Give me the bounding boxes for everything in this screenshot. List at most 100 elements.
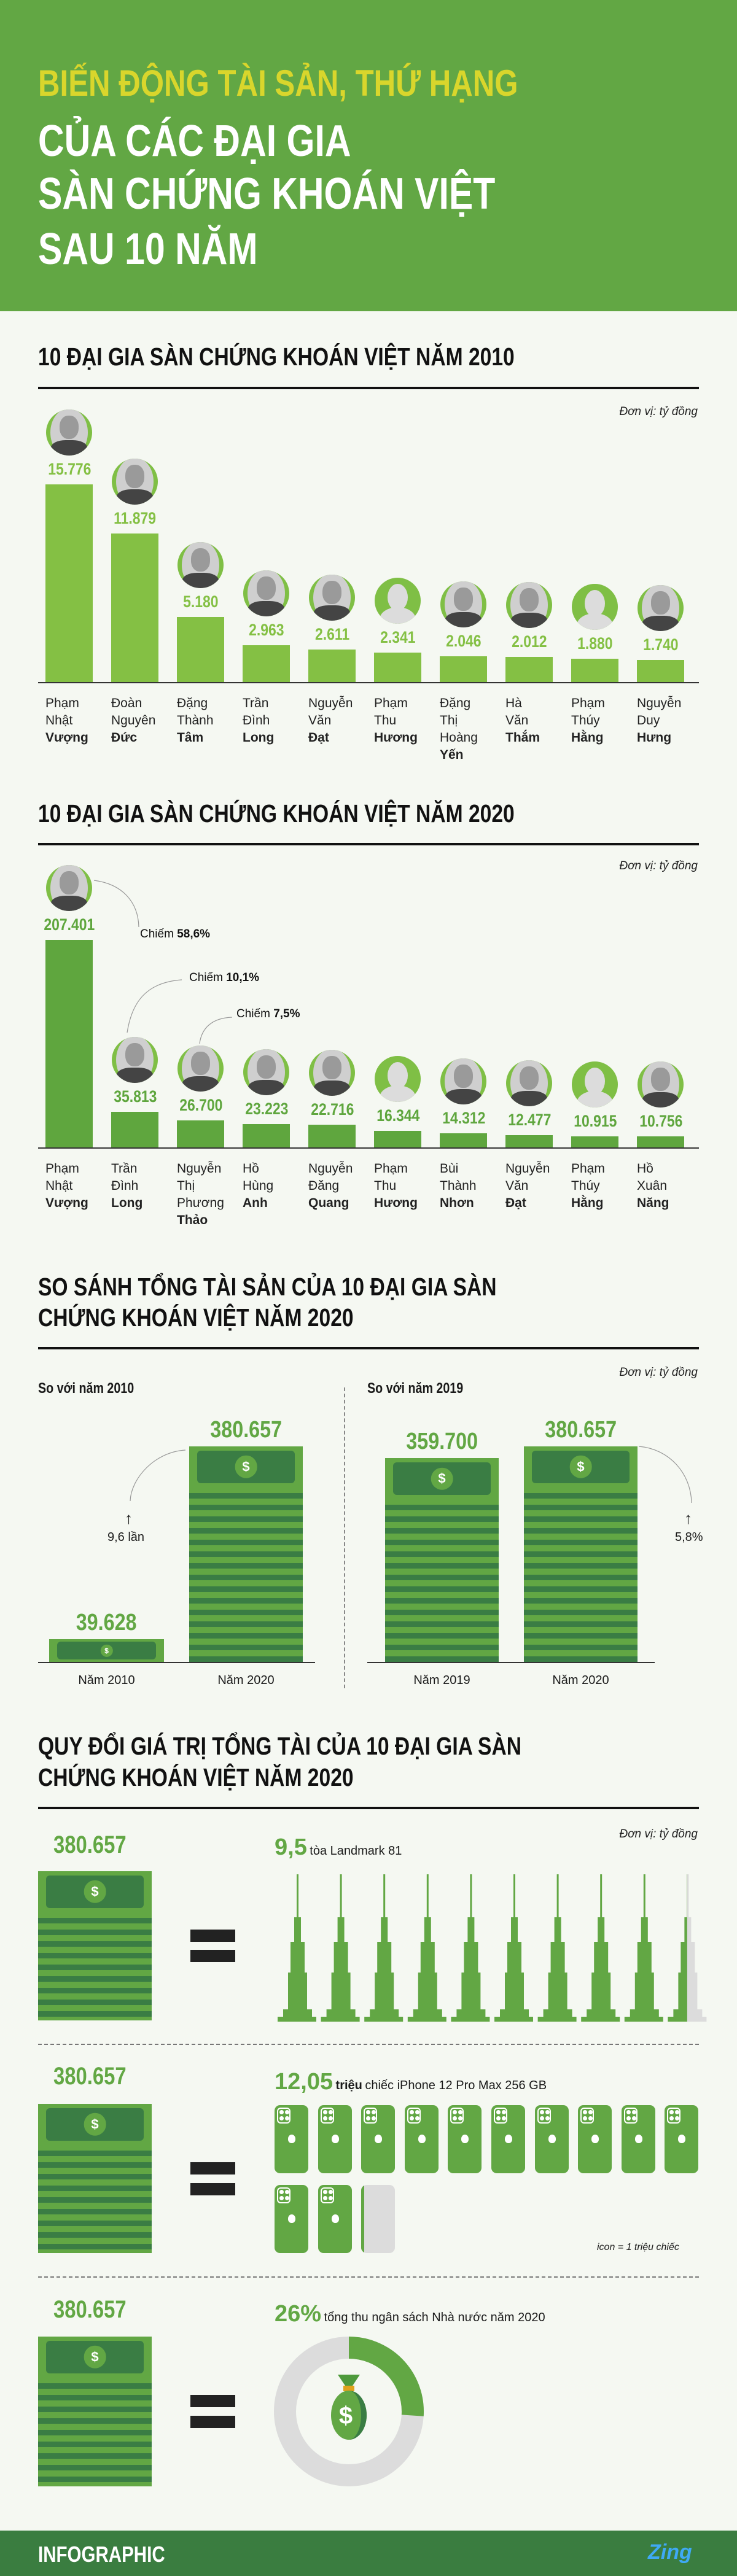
category-label: Nguyễn Văn Đạt [308,696,353,745]
lens-icon [409,2116,414,2120]
bar [637,1136,684,1147]
lens-icon [409,2110,414,2114]
value-label: 10.915 [573,1112,617,1131]
icon-legend: icon = 1 triệu chiếc [597,2242,679,2252]
avatar-photo [60,871,79,894]
bar [243,1124,290,1147]
lens-icon [453,2116,458,2120]
category-label: Nguyễn Duy Hưng [637,696,682,745]
zing-logo[interactable]: Zing [648,2540,692,2564]
iphone-caption: 12,05 triệu chiếc iPhone 12 Pro Max 256 … [275,2069,547,2095]
lens-icon [539,2110,544,2114]
value-label: 2.341 [380,628,416,647]
section-divider [38,843,699,845]
chart-baseline [367,1662,655,1663]
equals-icon [190,2416,235,2428]
money-bill: $ [49,1639,164,1662]
dollar-icon: $ [84,2345,106,2368]
category-label: Trần Đình Long [111,1162,143,1210]
money-stack-bar: $ [524,1446,638,1662]
apple-logo-icon [375,2135,383,2143]
person-placeholder-icon [388,1062,408,1090]
camera-icon [580,2108,595,2124]
camera-icon [450,2108,464,2124]
lens-icon [366,2110,371,2114]
value-label: 10.756 [639,1112,683,1131]
bar [45,940,93,1147]
iphone-icon [275,2185,308,2253]
lens-icon [496,2116,501,2120]
avatar-photo [257,576,276,600]
iphone-icon [491,2105,525,2173]
category-label: Phạm Thúy Hằng [571,696,605,745]
category-label: Phạm Thúy Hằng [571,1162,605,1210]
apple-logo-icon [461,2135,469,2143]
dollar-icon: $ [569,1455,592,1478]
landmark-tower-icon [537,1874,577,2022]
avatar-photo [191,1052,210,1076]
value-label: 5.180 [183,592,219,611]
avatar-photo [117,1067,153,1083]
category-label: Phạm Nhật Vượng [45,696,88,745]
landmark-tower-icon [407,1874,446,2022]
panel-title-2010: So với năm 2010 [38,1380,135,1397]
dollar-icon: $ [431,1467,453,1490]
bar [111,533,158,682]
bar [308,649,356,682]
section-title-convert-l2: CHỨNG KHOÁN VIỆT NĂM 2020 [38,1763,354,1791]
category-label: Đoàn Nguyên Đức [111,696,156,745]
avatar [46,409,92,456]
avatar-photo [314,605,350,621]
apple-logo-icon [331,2214,339,2223]
lens-icon [285,2196,289,2200]
value-label: 14.312 [442,1108,486,1127]
avatar-photo [322,1055,341,1079]
bar [505,656,553,682]
lens-icon [626,2110,631,2114]
dollar-icon: $ [84,2112,106,2136]
landmark-tower-icon [624,1874,663,2022]
lens-icon [545,2116,550,2120]
footer-label: INFOGRAPHIC [38,2542,165,2567]
iphone-icon [318,2105,352,2173]
lens-icon [328,2196,333,2200]
money-bill: $ [189,1446,303,1488]
money-stack-bar: $ [49,1639,164,1662]
donut-share-arc [274,2337,424,2486]
equals-icon [190,1950,235,1962]
category-label: Năm 2020 [552,1674,609,1687]
avatar-photo [117,489,153,505]
apple-logo-icon [288,2135,295,2143]
growth-label-2010: 9,6 lần [107,1530,145,1544]
chart-baseline [38,682,699,683]
lens-icon [675,2110,680,2114]
bar [45,484,93,682]
leader-line [638,1446,692,1503]
footer-bar: INFOGRAPHIC Zing [0,2531,737,2576]
title-line-4: SAU 10 NĂM [38,225,258,274]
avatar [506,1060,552,1106]
title-line-1: BIẾN ĐỘNG TÀI SẢN, THỨ HẠNG [38,63,518,104]
avatar [638,1061,684,1108]
avatar-photo [651,1068,670,1092]
share-annotation-3: Chiếm 7,5% [236,1007,300,1020]
budget-donut-chart: $ [274,2337,424,2486]
money-bag-icon: $ [331,2375,367,2440]
lens-icon [415,2116,419,2120]
header-banner: BIẾN ĐỘNG TÀI SẢN, THỨ HẠNG CỦA CÁC ĐẠI … [0,0,737,311]
category-label: Phạm Nhật Vượng [45,1162,88,1210]
category-label: Trần Đình Long [243,696,275,745]
lens-icon [372,2110,376,2114]
value-label: 2.963 [249,620,284,639]
lens-icon [669,2110,674,2114]
iphone-icon [275,2105,308,2173]
unit-label: Đơn vị: tỷ đồng [619,859,698,872]
bar [374,1131,421,1147]
lens-icon [279,2116,284,2120]
money-stack-bar: $ [385,1458,499,1662]
avatar-photo [445,1088,482,1104]
value-label: 380.657 [210,1417,282,1443]
category-label: Năm 2020 [217,1674,275,1687]
lens-icon [279,2110,284,2114]
person-placeholder-icon [388,584,408,611]
